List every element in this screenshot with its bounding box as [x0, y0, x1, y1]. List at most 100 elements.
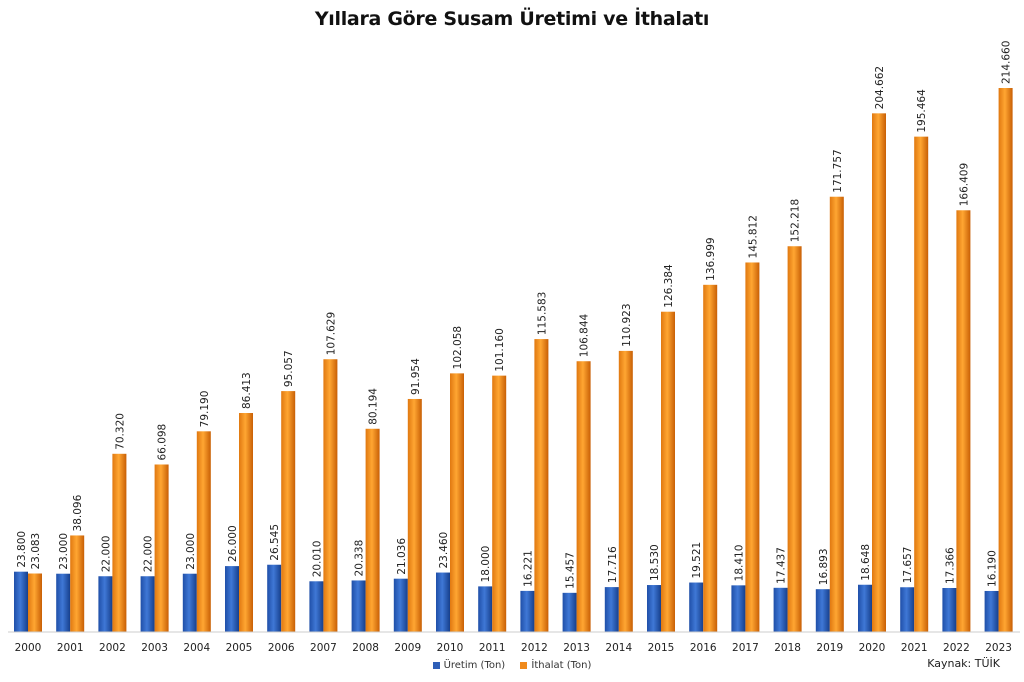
bar-uretim-2012: [520, 590, 535, 632]
bar-uretim-2017: [731, 585, 746, 632]
value-label-ithalat-2006: 95.057: [283, 350, 295, 387]
value-label-ithalat-2017: 145.812: [747, 215, 759, 258]
bar-ithalat-2023: [998, 88, 1013, 632]
value-label-uretim-2019: 16.893: [818, 548, 830, 585]
bar-ithalat-2016: [703, 284, 718, 632]
value-label-ithalat-2011: 101.160: [494, 328, 506, 371]
bar-uretim-2018: [773, 587, 788, 632]
bar-uretim-2002: [98, 576, 113, 632]
bar-ithalat-2020: [872, 113, 886, 632]
value-label-uretim-2015: 18.530: [649, 544, 661, 581]
value-label-uretim-2023: 16.190: [987, 550, 999, 587]
bar-uretim-2013: [562, 592, 577, 632]
x-tick-label-2019: 2019: [816, 642, 843, 654]
legend-item-uretim: Üretim (Ton): [432, 660, 506, 671]
value-label-ithalat-2012: 115.583: [536, 292, 548, 335]
x-tick-label-2004: 2004: [183, 642, 210, 654]
bar-uretim-2009: [393, 578, 408, 632]
value-label-ithalat-2005: 86.413: [241, 372, 253, 409]
bar-uretim-2015: [647, 585, 661, 632]
x-tick-label-2013: 2013: [563, 642, 590, 654]
x-tick-label-2015: 2015: [648, 642, 675, 654]
value-label-ithalat-2000: 23.083: [30, 533, 42, 570]
bar-uretim-2021: [900, 587, 915, 632]
legend-label-uretim: Üretim (Ton): [443, 660, 506, 671]
value-label-ithalat-2020: 204.662: [874, 66, 886, 109]
value-label-uretim-2004: 23.000: [185, 533, 197, 570]
value-label-ithalat-2016: 136.999: [705, 237, 717, 280]
x-tick-label-2017: 2017: [732, 642, 759, 654]
value-label-ithalat-2014: 110.923: [621, 303, 633, 346]
x-tick-label-2023: 2023: [985, 642, 1012, 654]
bar-ithalat-2006: [281, 391, 296, 632]
bar-ithalat-2015: [661, 311, 675, 632]
bar-ithalat-2009: [407, 398, 422, 632]
bar-ithalat-2011: [492, 375, 507, 632]
value-label-uretim-2010: 23.460: [438, 532, 450, 569]
x-tick-label-2010: 2010: [437, 642, 464, 654]
bar-ithalat-2021: [914, 136, 929, 632]
bar-uretim-2004: [182, 573, 197, 632]
bar-ithalat-2003: [154, 464, 169, 632]
value-label-ithalat-2002: 70.320: [114, 413, 126, 450]
value-label-uretim-2017: 18.410: [733, 545, 745, 582]
x-tick-label-2014: 2014: [605, 642, 632, 654]
bar-ithalat-2000: [28, 573, 42, 632]
bar-ithalat-2005: [239, 413, 253, 632]
value-label-uretim-2012: 16.221: [522, 550, 534, 587]
value-label-uretim-2021: 17.657: [902, 547, 914, 584]
value-label-ithalat-2010: 102.058: [452, 326, 464, 369]
bar-uretim-2000: [14, 571, 28, 632]
legend-swatch-ithalat: [520, 661, 528, 669]
bar-uretim-2023: [984, 590, 999, 632]
bar-uretim-2010: [436, 572, 450, 632]
chart-legend: Üretim (Ton) İthalat (Ton): [0, 660, 1024, 671]
x-tick-label-2018: 2018: [774, 642, 801, 654]
source-note: Kaynak: TÜİK: [927, 657, 1000, 670]
x-tick-label-2016: 2016: [690, 642, 717, 654]
x-tick-label-2002: 2002: [99, 642, 126, 654]
value-label-ithalat-2008: 80.194: [368, 388, 380, 425]
value-label-uretim-2020: 18.648: [860, 544, 872, 581]
bar-ithalat-2010: [450, 373, 464, 632]
bar-ithalat-2017: [745, 262, 760, 632]
value-label-uretim-2022: 17.366: [944, 547, 956, 584]
value-label-uretim-2008: 20.338: [354, 540, 366, 577]
value-label-ithalat-2018: 152.218: [790, 199, 802, 242]
bar-uretim-2020: [858, 584, 872, 632]
value-label-ithalat-2021: 195.464: [916, 89, 928, 133]
value-label-uretim-2006: 26.545: [269, 524, 281, 561]
legend-item-ithalat: İthalat (Ton): [520, 660, 591, 671]
bar-ithalat-2019: [829, 196, 844, 632]
bar-ithalat-2004: [196, 431, 211, 632]
x-tick-label-2000: 2000: [15, 642, 42, 654]
value-label-uretim-2007: 20.010: [311, 541, 323, 578]
bar-uretim-2001: [56, 573, 71, 632]
x-tick-label-2009: 2009: [394, 642, 421, 654]
value-label-ithalat-2003: 66.098: [157, 424, 169, 461]
x-tick-label-2003: 2003: [141, 642, 168, 654]
value-label-uretim-2009: 21.036: [396, 538, 408, 575]
x-tick-label-2006: 2006: [268, 642, 295, 654]
value-label-ithalat-2004: 79.190: [199, 391, 211, 428]
value-label-uretim-2011: 18.000: [480, 546, 492, 583]
value-label-uretim-2001: 23.000: [58, 533, 70, 570]
value-label-ithalat-2022: 166.409: [958, 163, 970, 206]
x-tick-label-2011: 2011: [479, 642, 506, 654]
value-label-uretim-2002: 22.000: [100, 535, 112, 572]
value-label-ithalat-2001: 38.096: [72, 494, 84, 531]
value-label-uretim-2005: 26.000: [227, 525, 239, 562]
value-label-uretim-2018: 17.437: [776, 547, 788, 584]
bar-uretim-2007: [309, 581, 324, 632]
value-label-ithalat-2023: 214.660: [1001, 41, 1013, 84]
bar-uretim-2008: [351, 580, 366, 632]
bar-ithalat-2014: [618, 350, 633, 632]
value-label-ithalat-2019: 171.757: [832, 149, 844, 192]
bar-uretim-2014: [604, 587, 619, 632]
value-label-ithalat-2013: 106.844: [579, 313, 591, 357]
bar-ithalat-2018: [787, 246, 802, 632]
x-tick-label-2020: 2020: [859, 642, 886, 654]
bar-ithalat-2002: [112, 453, 127, 632]
bar-ithalat-2008: [365, 428, 380, 632]
